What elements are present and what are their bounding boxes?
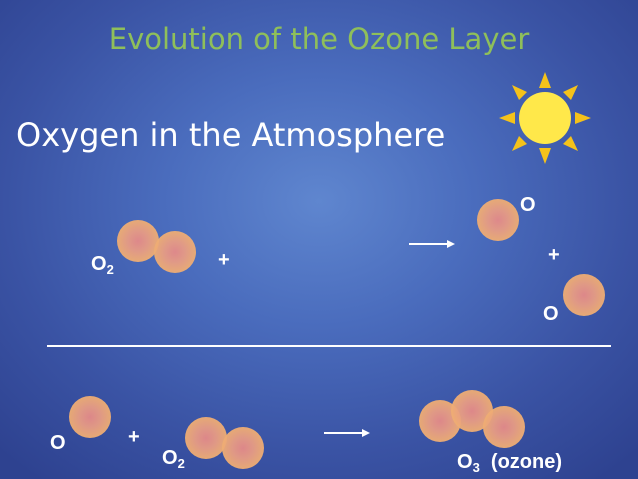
o3-atom-right xyxy=(483,406,525,448)
plus-sign-1: + xyxy=(218,249,230,271)
plus-sign-2: + xyxy=(548,244,560,266)
o2-atom-right xyxy=(154,231,196,273)
o-atom-single xyxy=(69,396,111,438)
slide-heading: Oxygen in the Atmosphere xyxy=(16,116,446,154)
slide-title: Evolution of the Ozone Layer xyxy=(108,22,530,56)
o2-atom-left-2 xyxy=(185,417,227,459)
o-label-top: O xyxy=(520,194,536,216)
o3-label-main: O xyxy=(457,451,473,473)
o-label-single: O xyxy=(50,432,66,454)
o-label-bottom: O xyxy=(543,303,559,325)
o2-atom-right-2 xyxy=(222,427,264,469)
o2-atom-left xyxy=(117,220,159,262)
o3-label-subscript: 3 xyxy=(472,460,480,475)
o3-label: O3 (ozone) xyxy=(457,451,562,475)
right-arrow-icon xyxy=(324,429,370,437)
o2-label-main: O xyxy=(91,253,107,275)
plus-sign-3: + xyxy=(128,426,140,448)
sun-icon xyxy=(499,72,591,164)
right-arrow-icon xyxy=(409,240,455,248)
o2-label: O2 xyxy=(91,253,114,277)
o2-label-subscript: 2 xyxy=(106,262,114,277)
o2-label-2-subscript: 2 xyxy=(177,456,185,471)
o2-label-2-main: O xyxy=(162,447,178,469)
ozone-note: (ozone) xyxy=(490,451,563,473)
o2-label-2: O2 xyxy=(162,447,185,471)
divider-line xyxy=(47,345,611,347)
o-atom-bottom xyxy=(563,274,605,316)
o-atom-top xyxy=(477,199,519,241)
